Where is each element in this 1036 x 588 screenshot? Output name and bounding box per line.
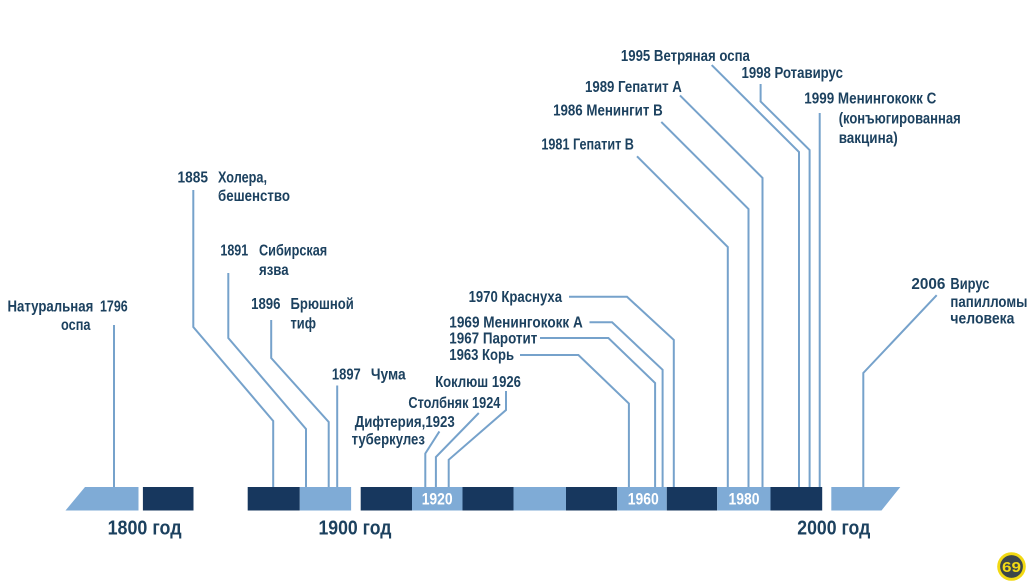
svg-text:Столбняк 1924: Столбняк 1924 [408, 395, 500, 412]
svg-text:1963 Корь: 1963 Корь [449, 347, 514, 364]
svg-text:1995 Ветряная оспа: 1995 Ветряная оспа [621, 48, 750, 65]
svg-text:1900 год: 1900 год [319, 518, 392, 540]
svg-text:туберкулез: туберкулез [352, 432, 425, 449]
svg-text:Вирус: Вирус [950, 276, 989, 293]
svg-text:вакцина): вакцина) [839, 130, 898, 147]
svg-text:1967 Паротит: 1967 Паротит [449, 331, 537, 348]
svg-text:язва: язва [259, 262, 289, 279]
svg-text:1969 Менингококк А: 1969 Менингококк А [449, 315, 583, 332]
svg-text:Холера,: Холера, [218, 169, 267, 186]
svg-text:1986 Менингит В: 1986 Менингит В [553, 103, 663, 120]
svg-text:1897: 1897 [332, 367, 361, 384]
svg-text:Дифтерия,1923: Дифтерия,1923 [355, 414, 455, 431]
svg-text:69: 69 [1002, 559, 1021, 576]
svg-text:бешенство: бешенство [218, 188, 290, 205]
svg-text:тиф: тиф [291, 315, 317, 332]
svg-text:1999 Менингококк С: 1999 Менингококк С [804, 91, 936, 108]
svg-text:1960: 1960 [628, 491, 659, 509]
svg-text:1920: 1920 [422, 491, 453, 509]
svg-text:1989 Гепатит А: 1989 Гепатит А [585, 79, 682, 96]
svg-text:2000 год: 2000 год [797, 518, 870, 540]
svg-text:1970 Краснуха: 1970 Краснуха [469, 289, 563, 306]
svg-text:оспа: оспа [61, 317, 91, 334]
svg-text:1896: 1896 [251, 296, 281, 313]
svg-text:1796: 1796 [100, 299, 128, 316]
svg-text:1800 год: 1800 год [108, 518, 182, 540]
svg-text:(конъюгированная: (конъюгированная [839, 111, 961, 128]
svg-text:папилломы: папилломы [950, 294, 1027, 311]
svg-text:2006: 2006 [911, 276, 945, 293]
svg-text:человека: человека [950, 311, 1014, 328]
svg-text:1981 Гепатит В: 1981 Гепатит В [541, 137, 634, 154]
svg-text:1998 Ротавирус: 1998 Ротавирус [742, 65, 844, 82]
svg-text:1980: 1980 [729, 491, 760, 509]
svg-text:1891: 1891 [220, 243, 248, 260]
svg-text:Брюшной: Брюшной [291, 296, 354, 313]
svg-text:Сибирская: Сибирская [259, 243, 327, 260]
svg-text:1885: 1885 [178, 169, 209, 186]
svg-text:Натуральная: Натуральная [8, 299, 94, 316]
svg-text:Чума: Чума [371, 367, 406, 384]
svg-text:Коклюш 1926: Коклюш 1926 [435, 374, 521, 391]
